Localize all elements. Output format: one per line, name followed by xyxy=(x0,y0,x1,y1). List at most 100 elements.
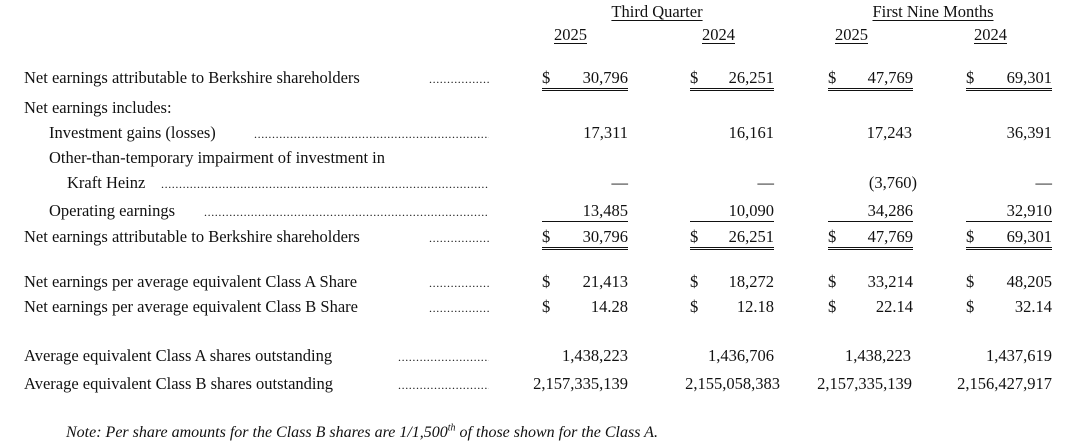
cell-investment-gains-q3-2025: 17,311 xyxy=(583,123,628,142)
cell-shares-b-9m-2024: 2,156,427,917 xyxy=(957,374,1052,393)
leader-dots: ........................................… xyxy=(204,206,489,218)
row-label-net-earnings-bottom: Net earnings attributable to Berkshire s… xyxy=(24,227,360,246)
cell-investment-gains-9m-2025: 17,243 xyxy=(866,123,912,142)
header-third-quarter-label: Third Quarter xyxy=(611,2,703,21)
currency-symbol: $ xyxy=(828,272,837,291)
row-label-investment-gains: Investment gains (losses) xyxy=(49,123,216,142)
value: 26,251 xyxy=(728,68,774,87)
header-first-nine-months-label: First Nine Months xyxy=(872,2,994,21)
cell-otti-9m-2024: — xyxy=(1035,173,1053,192)
footnote-superscript: th xyxy=(447,422,456,434)
row-label-otti-line2: Kraft Heinz xyxy=(67,173,146,192)
cell-shares-a-9m-2025: 1,438,223 xyxy=(845,346,911,365)
currency-symbol: $ xyxy=(542,297,551,316)
currency-symbol: $ xyxy=(542,227,551,246)
cell-shares-b-q3-2024: 2,155,058,383 xyxy=(685,374,780,393)
value: 48,205 xyxy=(1006,272,1052,291)
header-year-9m-2025: 2025 xyxy=(835,25,868,44)
leader-dots: ................................ xyxy=(429,277,489,289)
header-third-quarter: Third Quarter xyxy=(556,2,758,21)
cell-net-earnings-bottom-9m-2025: $ 47,769 xyxy=(828,227,913,250)
leader-dots: ........................................… xyxy=(398,351,489,363)
cell-net-earnings-top-9m-2024: $ 69,301 xyxy=(966,68,1052,91)
currency-symbol: $ xyxy=(828,227,837,246)
currency-symbol: $ xyxy=(690,227,699,246)
cell-net-earnings-bottom-q3-2024: $ 26,251 xyxy=(690,227,774,250)
cell-shares-a-9m-2024: 1,437,619 xyxy=(986,346,1052,365)
leader-dots: ................................ xyxy=(429,73,489,85)
currency-symbol: $ xyxy=(966,68,975,87)
cell-eps-a-9m-2025: $ 33,214 xyxy=(828,272,913,291)
currency-symbol: $ xyxy=(828,68,837,87)
cell-net-earnings-bottom-9m-2024: $ 69,301 xyxy=(966,227,1052,250)
row-label-eps-class-a: Net earnings per average equivalent Clas… xyxy=(24,272,358,291)
currency-symbol: $ xyxy=(828,297,837,316)
value: 10,090 xyxy=(690,202,774,222)
cell-eps-b-q3-2025: $ 14.28 xyxy=(542,297,628,316)
currency-symbol: $ xyxy=(690,297,699,316)
footnote: Note: Per share amounts for the Class B … xyxy=(66,422,658,441)
cell-net-earnings-bottom-q3-2025: $ 30,796 xyxy=(542,227,628,250)
cell-operating-earnings-q3-2025: 13,485 xyxy=(542,202,628,222)
currency-symbol: $ xyxy=(542,68,551,87)
header-year-label: 2025 xyxy=(835,25,868,44)
value: 26,251 xyxy=(728,227,774,246)
cell-otti-q3-2025: — xyxy=(611,173,629,192)
header-year-q3-2024: 2024 xyxy=(702,25,735,44)
value: 14.28 xyxy=(590,297,628,316)
header-year-label: 2024 xyxy=(702,25,735,44)
value: 22.14 xyxy=(875,297,913,316)
cell-investment-gains-q3-2024: 16,161 xyxy=(728,123,774,142)
currency-symbol: $ xyxy=(966,227,975,246)
leader-dots: ................................ xyxy=(429,232,489,244)
cell-investment-gains-9m-2024: 36,391 xyxy=(1006,123,1052,142)
value: 30,796 xyxy=(582,68,628,87)
leader-dots: ........................................… xyxy=(398,379,489,391)
footnote-suffix: of those shown for the Class A. xyxy=(455,424,658,441)
currency-symbol: $ xyxy=(966,297,975,316)
leader-dots: ........................................… xyxy=(254,128,489,140)
row-label-shares-class-a: Average equivalent Class A shares outsta… xyxy=(24,346,333,365)
footnote-prefix: Note: Per share amounts for the Class B … xyxy=(66,424,448,441)
value: 30,796 xyxy=(582,227,628,246)
cell-net-earnings-top-q3-2024: $ 26,251 xyxy=(690,68,774,91)
cell-operating-earnings-9m-2025: 34,286 xyxy=(828,202,913,222)
cell-otti-9m-2025: (3,760) xyxy=(868,173,917,192)
currency-symbol: $ xyxy=(690,68,699,87)
cell-operating-earnings-q3-2024: 10,090 xyxy=(690,202,774,222)
row-label-operating-earnings: Operating earnings xyxy=(49,201,175,220)
cell-eps-a-q3-2025: $ 21,413 xyxy=(542,272,628,291)
row-label-otti-line1: Other-than-temporary impairment of inves… xyxy=(49,148,385,167)
value: 21,413 xyxy=(582,272,628,291)
cell-shares-b-9m-2025: 2,157,335,139 xyxy=(817,374,912,393)
leader-dots: ................................ xyxy=(429,302,489,314)
row-label-includes: Net earnings includes: xyxy=(24,98,172,117)
cell-eps-b-9m-2025: $ 22.14 xyxy=(828,297,913,316)
value: 12.18 xyxy=(736,297,774,316)
value: 69,301 xyxy=(1006,68,1052,87)
value: 47,769 xyxy=(867,227,913,246)
value: 33,214 xyxy=(867,272,913,291)
currency-symbol: $ xyxy=(966,272,975,291)
value: 32.14 xyxy=(1014,297,1052,316)
cell-eps-b-9m-2024: $ 32.14 xyxy=(966,297,1052,316)
cell-eps-a-q3-2024: $ 18,272 xyxy=(690,272,774,291)
cell-eps-b-q3-2024: $ 12.18 xyxy=(690,297,774,316)
value: 13,485 xyxy=(542,202,628,222)
header-first-nine-months: First Nine Months xyxy=(832,2,1034,21)
leader-dots: ........................................… xyxy=(161,178,489,190)
value: 69,301 xyxy=(1006,227,1052,246)
cell-net-earnings-top-9m-2025: $ 47,769 xyxy=(828,68,913,91)
currency-symbol: $ xyxy=(690,272,699,291)
header-year-q3-2025: 2025 xyxy=(554,26,587,44)
cell-otti-q3-2024: — xyxy=(757,173,775,192)
cell-shares-b-q3-2025: 2,157,335,139 xyxy=(533,374,628,393)
row-label-shares-class-b: Average equivalent Class B shares outsta… xyxy=(24,374,333,393)
value: 18,272 xyxy=(728,272,774,291)
cell-shares-a-q3-2025: 1,438,223 xyxy=(562,346,628,365)
cell-shares-a-q3-2024: 1,436,706 xyxy=(708,346,774,365)
row-label-eps-class-b: Net earnings per average equivalent Clas… xyxy=(24,297,359,316)
value: 32,910 xyxy=(966,202,1052,222)
cell-net-earnings-top-q3-2025: $ 30,796 xyxy=(542,68,628,91)
header-year-9m-2024: 2024 xyxy=(974,26,1007,44)
